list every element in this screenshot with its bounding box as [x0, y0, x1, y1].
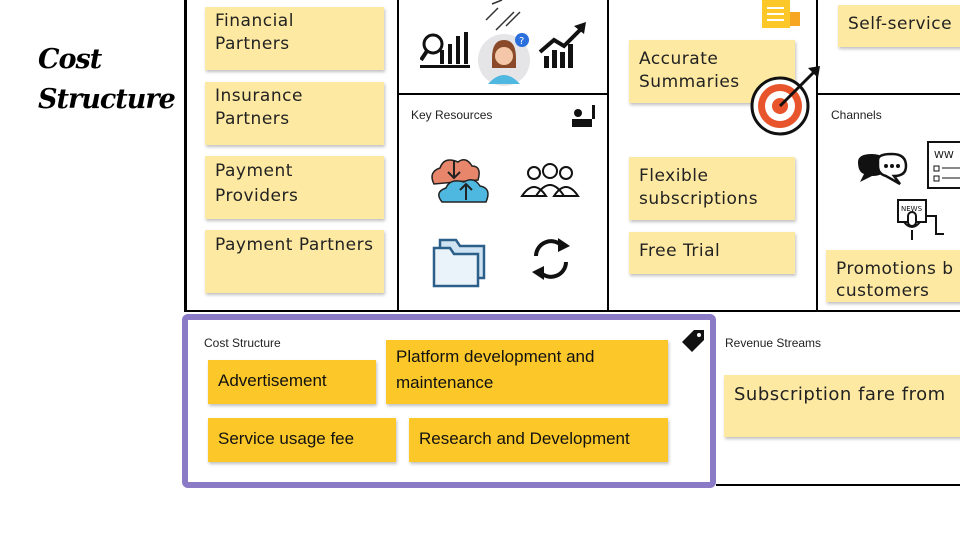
key-resources-title: Key Resources — [411, 108, 493, 122]
sticky-label: Research and Development — [419, 429, 630, 448]
sticky-insurance-partners: Insurance Partners — [205, 82, 384, 145]
sticky-flexible-subscriptions: Flexible subscriptions — [629, 157, 795, 220]
grid-line-relationships — [816, 93, 960, 95]
gear-icon — [485, 0, 521, 31]
sticky-label: Advertisement — [218, 371, 327, 390]
cost-structure-box: Cost Structure Advertisement Platform de… — [182, 314, 716, 488]
sticky-label: Accurate Summaries — [639, 49, 740, 92]
chat-icon — [858, 152, 908, 186]
sticky-label: Insurance Partners — [215, 86, 303, 129]
grid-line-col1 — [397, 0, 399, 312]
sticky-label: Payment Partners — [215, 235, 374, 255]
sticky-label: Platform development and maintenance — [396, 347, 595, 392]
grid-line-left — [184, 0, 187, 312]
price-tag-icon — [682, 330, 704, 352]
refresh-icon — [532, 238, 570, 280]
grid-line-col3 — [816, 0, 818, 312]
worker-icon — [572, 105, 595, 127]
cloud-sync-icon — [431, 159, 489, 203]
sticky-research-development: Research and Development — [409, 418, 668, 462]
sticky-label: Subscription fare from — [734, 384, 946, 405]
sticky-label: Free Trial — [639, 241, 721, 261]
heading-line-2: Structure — [38, 84, 176, 115]
revenue-streams-title: Revenue Streams — [725, 336, 822, 350]
target-icon — [750, 66, 820, 136]
news-podcast-icon: NEWS — [897, 199, 944, 240]
support-agent-icon: ? — [478, 33, 530, 86]
sticky-promotions: Promotions b customers — [826, 250, 960, 302]
sticky-payment-partners: Payment Partners — [205, 230, 384, 293]
sticky-financial-partners: Financial Partners — [205, 7, 384, 70]
sticky-label: Flexible subscriptions — [639, 166, 759, 209]
sticky-label: Financial Partners — [215, 11, 294, 54]
grid-line-col2 — [607, 0, 609, 312]
sticky-label: Self-service — [848, 14, 953, 34]
analytics-icon — [420, 32, 470, 68]
sticky-advertisement: Advertisement — [208, 360, 376, 404]
growth-chart-icon — [538, 22, 586, 68]
channels-title: Channels — [831, 108, 882, 122]
sticky-service-usage-fee: Service usage fee — [208, 418, 396, 462]
website-icon: WW — [927, 141, 960, 189]
sticky-label: Service usage fee — [218, 429, 355, 448]
sticky-payment-providers: Payment Providers — [205, 156, 384, 219]
grid-line-middle — [184, 310, 960, 312]
sticky-label-line-1: Promotions b — [836, 259, 954, 279]
sticky-self-service: Self-service — [838, 5, 960, 47]
sticky-label-line-2: customers — [836, 281, 930, 301]
heading-line-1: Cost — [38, 44, 102, 75]
team-icon — [520, 163, 580, 197]
grid-line-key-activities — [397, 93, 609, 95]
grid-line-bottom — [716, 484, 960, 486]
slide-heading: Cost Structure — [38, 40, 178, 120]
svg-text:?: ? — [519, 36, 524, 47]
sticky-subscription-fare: Subscription fare from — [724, 375, 960, 437]
folder-icon — [432, 238, 486, 288]
svg-text:NEWS: NEWS — [901, 205, 923, 213]
svg-text:WW: WW — [934, 150, 954, 161]
sticky-label: Payment Providers — [215, 161, 299, 206]
sticky-free-trial: Free Trial — [629, 232, 795, 274]
sticky-platform-development: Platform development and maintenance — [386, 340, 668, 404]
cost-structure-title: Cost Structure — [204, 336, 281, 350]
document-icon — [762, 0, 800, 28]
